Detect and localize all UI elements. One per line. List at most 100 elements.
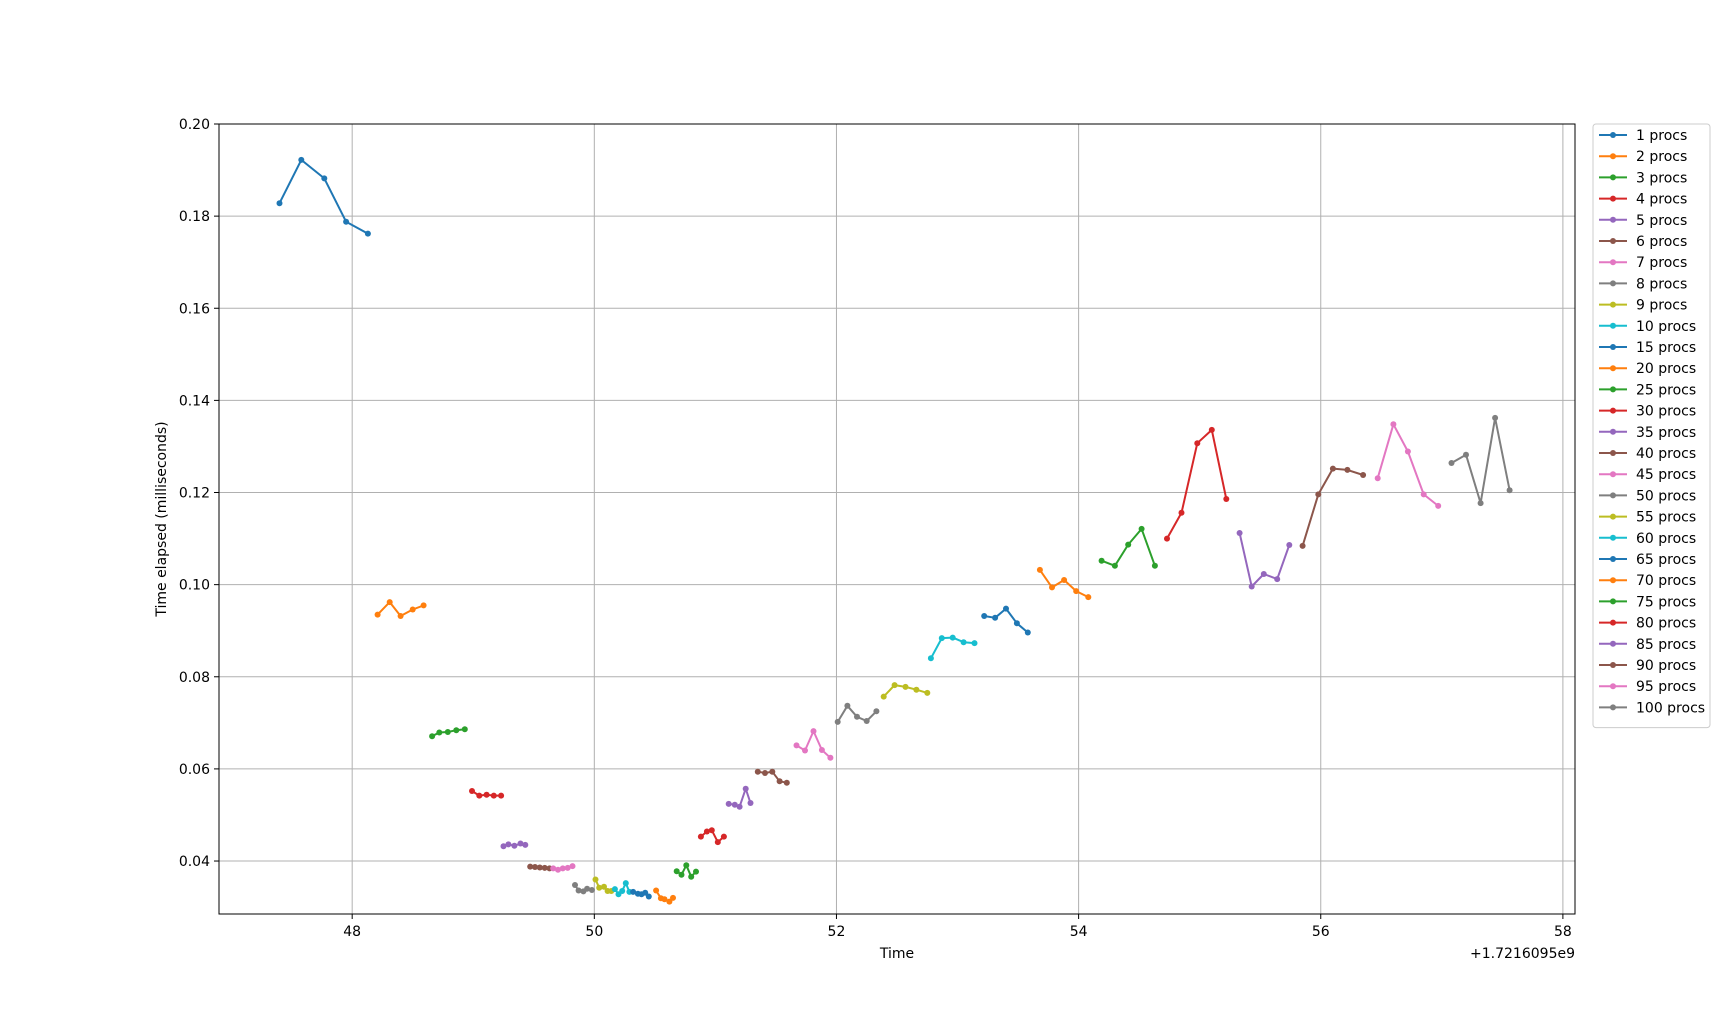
legend-label: 7 procs bbox=[1636, 255, 1687, 271]
legend-label: 10 procs bbox=[1636, 319, 1696, 335]
legend-entry: 8 procs bbox=[1599, 276, 1687, 292]
legend-label: 95 procs bbox=[1636, 679, 1696, 695]
legend: 1 procs 2 procs 3 procs 4 procs 5 procs 6 pro… bbox=[1592, 123, 1711, 729]
series-6-procs bbox=[527, 863, 553, 872]
data-point bbox=[490, 792, 497, 799]
data-point bbox=[630, 888, 637, 895]
legend-entry: 50 procs bbox=[1599, 488, 1696, 504]
legend-entry: 45 procs bbox=[1599, 467, 1696, 483]
legend-entry: 70 procs bbox=[1599, 573, 1696, 589]
data-point bbox=[572, 882, 578, 888]
legend-label: 50 procs bbox=[1636, 488, 1696, 504]
data-point bbox=[670, 894, 676, 901]
legend-entry: 6 procs bbox=[1599, 234, 1687, 250]
data-point bbox=[527, 863, 534, 870]
data-point bbox=[1098, 557, 1105, 564]
series-95-procs bbox=[1374, 421, 1442, 509]
data-point bbox=[992, 614, 999, 621]
data-point bbox=[776, 778, 783, 785]
legend-label: 20 procs bbox=[1636, 361, 1696, 377]
series-line bbox=[1039, 569, 1089, 598]
series-line bbox=[1376, 423, 1439, 507]
data-point bbox=[802, 747, 808, 754]
legend-swatch-marker bbox=[1610, 577, 1616, 584]
data-point bbox=[1138, 525, 1145, 532]
legend-entry: 20 procs bbox=[1599, 361, 1696, 377]
series-line bbox=[1451, 416, 1511, 505]
data-point bbox=[863, 718, 870, 724]
series-55-procs bbox=[880, 682, 931, 700]
legend-swatch-marker bbox=[1610, 407, 1616, 414]
data-point bbox=[1374, 475, 1381, 482]
data-point bbox=[1344, 466, 1351, 473]
data-point bbox=[343, 218, 350, 225]
x-tick-label: 54 bbox=[1070, 924, 1088, 940]
x-tick-label: 56 bbox=[1312, 924, 1330, 940]
data-point bbox=[1151, 562, 1158, 569]
data-point bbox=[873, 708, 880, 715]
data-point bbox=[476, 792, 483, 799]
data-point bbox=[453, 727, 460, 734]
data-point bbox=[575, 887, 582, 894]
data-point bbox=[364, 230, 371, 237]
legend-label: 55 procs bbox=[1636, 510, 1696, 526]
legend-entry: 35 procs bbox=[1599, 425, 1696, 441]
data-point bbox=[891, 682, 898, 689]
data-point bbox=[498, 792, 505, 799]
data-point bbox=[517, 840, 524, 847]
data-point bbox=[645, 893, 652, 900]
data-point bbox=[461, 726, 468, 733]
legend-swatch-marker bbox=[1610, 640, 1616, 647]
series-5-procs bbox=[500, 840, 529, 850]
legend-swatch-marker bbox=[1610, 683, 1616, 690]
data-point bbox=[1049, 584, 1055, 591]
legend-entry: 95 procs bbox=[1599, 679, 1696, 695]
legend-swatch-marker bbox=[1610, 598, 1616, 605]
grid-lines bbox=[219, 123, 1575, 914]
x-tick-label: 48 bbox=[343, 924, 361, 940]
data-point bbox=[374, 611, 381, 618]
axis-ticks: 48 50 52 54 56 58 0.04 0.06 0.08 0.10 0.12 0.14 0.16… bbox=[179, 117, 1572, 940]
data-point bbox=[505, 841, 512, 848]
data-point bbox=[584, 885, 591, 892]
y-tick-label: 0.14 bbox=[179, 393, 210, 409]
data-point bbox=[1477, 500, 1484, 507]
data-point bbox=[1435, 502, 1442, 509]
series-3-procs bbox=[429, 726, 468, 740]
legend-swatch-marker bbox=[1610, 534, 1616, 541]
legend-swatch-marker bbox=[1610, 132, 1616, 138]
series-45-procs bbox=[793, 728, 834, 761]
y-tick-label: 0.10 bbox=[179, 578, 210, 594]
legend-entry: 55 procs bbox=[1599, 510, 1696, 526]
legend-label: 8 procs bbox=[1636, 276, 1687, 292]
data-point bbox=[386, 599, 393, 606]
data-point bbox=[588, 887, 595, 893]
series-7-procs bbox=[550, 863, 576, 873]
data-point bbox=[678, 871, 685, 878]
y-tick-label: 0.20 bbox=[179, 117, 210, 133]
legend-entry: 7 procs bbox=[1599, 255, 1687, 271]
data-point bbox=[1506, 487, 1513, 494]
legend-entry: 25 procs bbox=[1599, 382, 1696, 398]
y-tick-label: 0.06 bbox=[179, 762, 210, 778]
series-75-procs bbox=[1098, 525, 1158, 569]
legend-label: 75 procs bbox=[1636, 594, 1696, 610]
data-point bbox=[834, 718, 841, 725]
legend-swatch-marker bbox=[1610, 322, 1616, 329]
data-point bbox=[725, 800, 732, 807]
data-point bbox=[596, 884, 603, 891]
data-point bbox=[429, 733, 436, 740]
data-point bbox=[1463, 451, 1469, 458]
y-axis-label: Time elapsed (milliseconds) bbox=[154, 421, 170, 617]
data-point bbox=[1420, 491, 1427, 498]
data-point bbox=[1236, 530, 1243, 536]
legend-label: 85 procs bbox=[1636, 637, 1696, 653]
y-tick-label: 0.12 bbox=[179, 486, 210, 502]
legend-label: 6 procs bbox=[1636, 234, 1687, 250]
series-line bbox=[1238, 532, 1291, 588]
series-9-procs bbox=[592, 876, 615, 894]
data-point bbox=[793, 742, 800, 749]
series-line bbox=[1166, 428, 1228, 540]
series-4-procs bbox=[469, 788, 505, 799]
legend-swatch-marker bbox=[1610, 195, 1616, 202]
